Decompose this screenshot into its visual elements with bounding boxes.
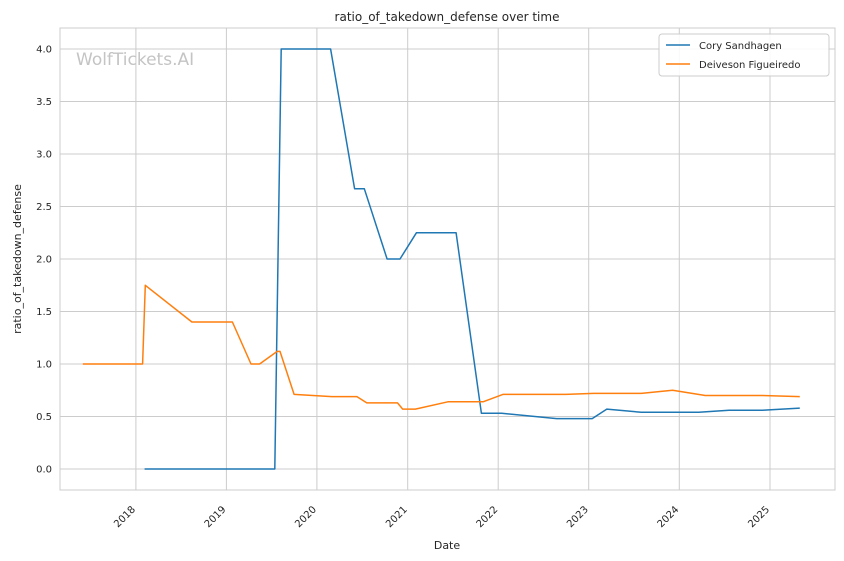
legend-label-deiveson-figueiredo: Deiveson Figueiredo bbox=[699, 60, 800, 71]
y-tick-label: 0.0 bbox=[36, 465, 52, 476]
series-layer bbox=[82, 48, 800, 470]
series-line-deiveson-figueiredo bbox=[82, 284, 800, 410]
plot-frame bbox=[59, 27, 836, 491]
y-axis-ticks: 0.0 0.5 1.0 1.5 2.0 2.5 3.0 3.5 4.0 bbox=[36, 45, 52, 476]
y-tick-label: 3.0 bbox=[36, 150, 52, 161]
legend-box bbox=[658, 33, 830, 77]
y-tick-label: 0.5 bbox=[36, 412, 52, 423]
y-tick-label: 1.0 bbox=[36, 360, 52, 371]
watermark: WolfTickets.AI bbox=[76, 50, 194, 70]
y-tick-label: 2.0 bbox=[36, 255, 52, 266]
y-tick-label: 4.0 bbox=[36, 45, 52, 56]
legend: Cory Sandhagen Deiveson Figueiredo bbox=[658, 33, 830, 77]
x-axis-label: Date bbox=[434, 539, 461, 552]
series-line-cory-sandhagen bbox=[144, 48, 800, 470]
legend-label-cory-sandhagen: Cory Sandhagen bbox=[699, 41, 782, 52]
y-axis-label: ratio_of_takedown_defense bbox=[11, 184, 24, 334]
y-tick-label: 2.5 bbox=[36, 202, 52, 213]
y-tick-label: 3.5 bbox=[36, 97, 52, 108]
chart-title: ratio_of_takedown_defense over time bbox=[335, 10, 560, 24]
y-tick-label: 1.5 bbox=[36, 307, 52, 318]
